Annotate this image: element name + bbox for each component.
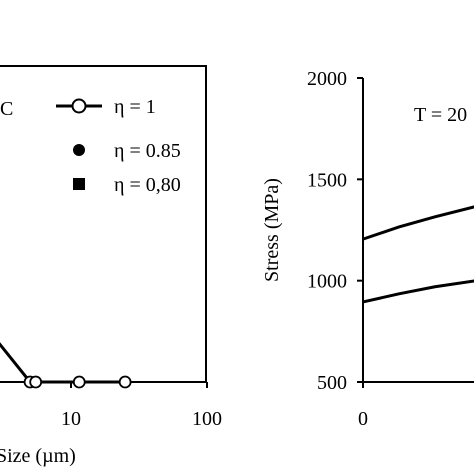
right-y-tick-label: 2000	[307, 68, 347, 90]
left-x-tick-label: 10	[61, 408, 81, 430]
left-x-tick-label: 100	[192, 408, 222, 430]
right-x-tick-label: 0	[358, 408, 368, 430]
right-y-tick-label: 500	[317, 372, 347, 394]
right-y-tick-label: 1500	[307, 169, 347, 191]
right-series-line	[362, 205, 474, 241]
left-data-point	[72, 375, 86, 389]
right-ticks: 500 1000 1500 2000 0	[307, 68, 368, 430]
left-data-point	[29, 375, 43, 389]
legend-label: η = 1	[114, 96, 156, 118]
right-y-axis-label: Stress (MPa)	[261, 178, 283, 282]
left-data-point	[118, 375, 132, 389]
left-series	[0, 342, 132, 389]
left-series-line	[0, 342, 126, 384]
left-partial-title: C	[0, 98, 13, 120]
right-series	[362, 205, 474, 304]
left-x-axis-label: Size (µm)	[0, 445, 76, 467]
left-plot-frame	[0, 65, 207, 383]
legend-open-circle-marker	[71, 98, 87, 114]
right-annotation: T = 20	[414, 104, 467, 126]
legend-filled-square-marker	[73, 178, 85, 190]
left-x-ticks: 10 100	[61, 382, 222, 430]
legend-label: η = 0.85	[114, 140, 181, 162]
right-y-tick-label: 1000	[307, 271, 347, 293]
legend-filled-circle-marker	[73, 144, 85, 156]
left-legend: η = 1 η = 0.85 η = 0,80	[56, 96, 181, 196]
left-panel: 10 100 C Size (µm) η = 1 η = 0.85 η = 0,80	[0, 65, 222, 467]
legend-label: η = 0,80	[114, 174, 181, 196]
right-series-line	[362, 279, 474, 304]
right-panel: 500 1000 1500 2000 0 T = 20 Stress (MPa)	[261, 68, 474, 430]
